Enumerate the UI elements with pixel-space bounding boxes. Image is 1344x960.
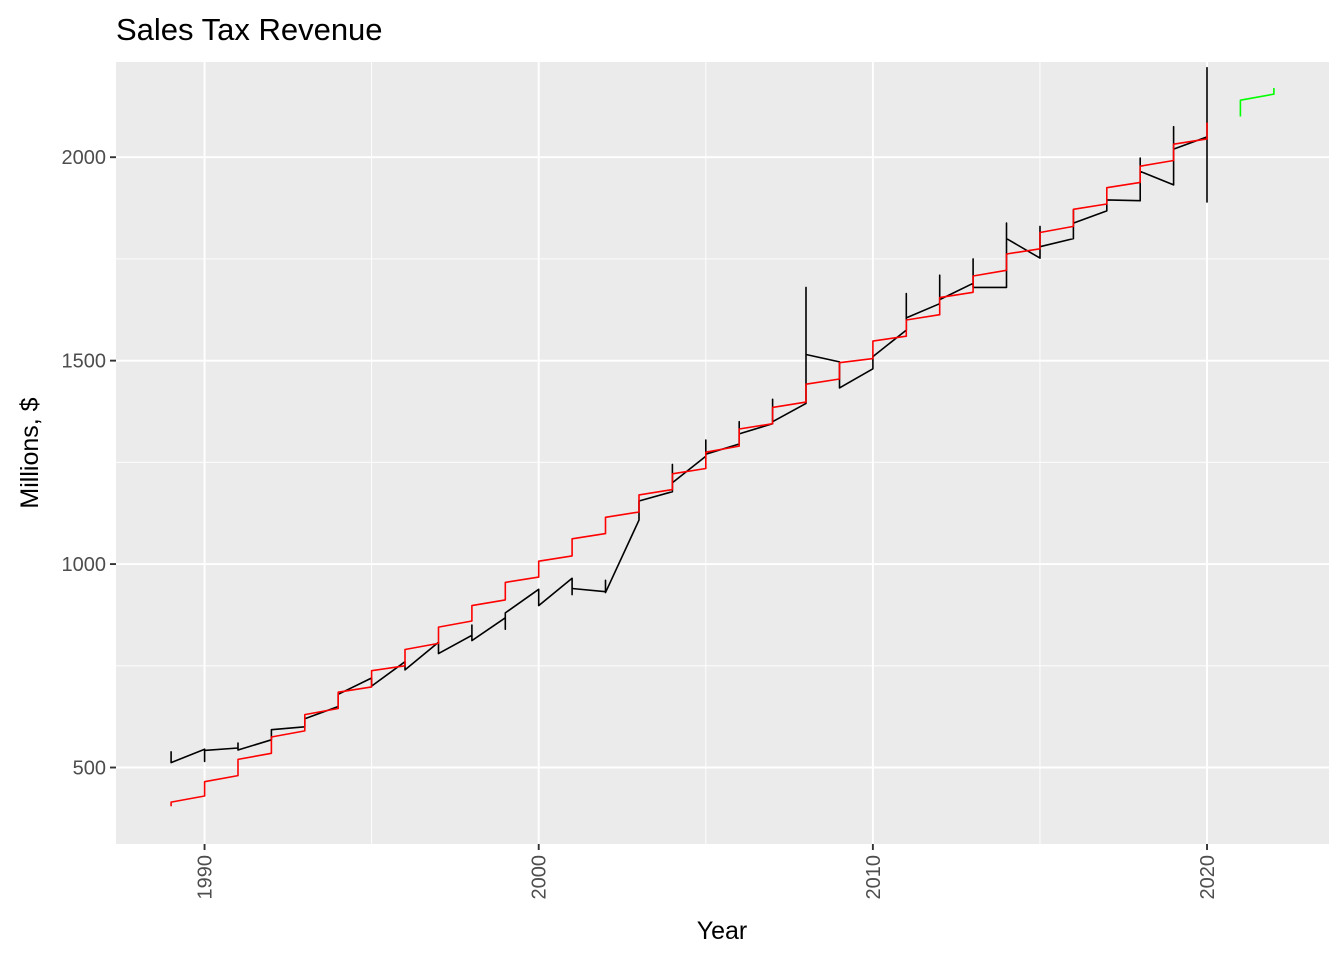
- y-axis-title: Millions, $: [16, 397, 44, 508]
- x-tick-label: 2020: [1197, 855, 1219, 900]
- y-tick-label: 1000: [62, 554, 107, 576]
- series-line-forecast: [1239, 88, 1275, 117]
- x-tick-label: 2000: [529, 855, 551, 900]
- y-tick-label: 1500: [62, 351, 107, 373]
- series-layer: [170, 66, 1275, 807]
- x-axis: 1990 2000 2010 2020: [195, 844, 1219, 900]
- major-gridlines: [116, 62, 1329, 844]
- x-tick-label: 2010: [863, 855, 885, 900]
- x-axis-title: Year: [697, 917, 748, 945]
- chart-title: Sales Tax Revenue: [116, 12, 383, 47]
- series-line-fitted: [170, 122, 1208, 807]
- y-tick-label: 500: [73, 758, 106, 780]
- y-tick-label: 2000: [62, 147, 107, 169]
- x-tick-label: 1990: [195, 855, 217, 900]
- y-axis: 500 1000 1500 2000: [62, 147, 116, 780]
